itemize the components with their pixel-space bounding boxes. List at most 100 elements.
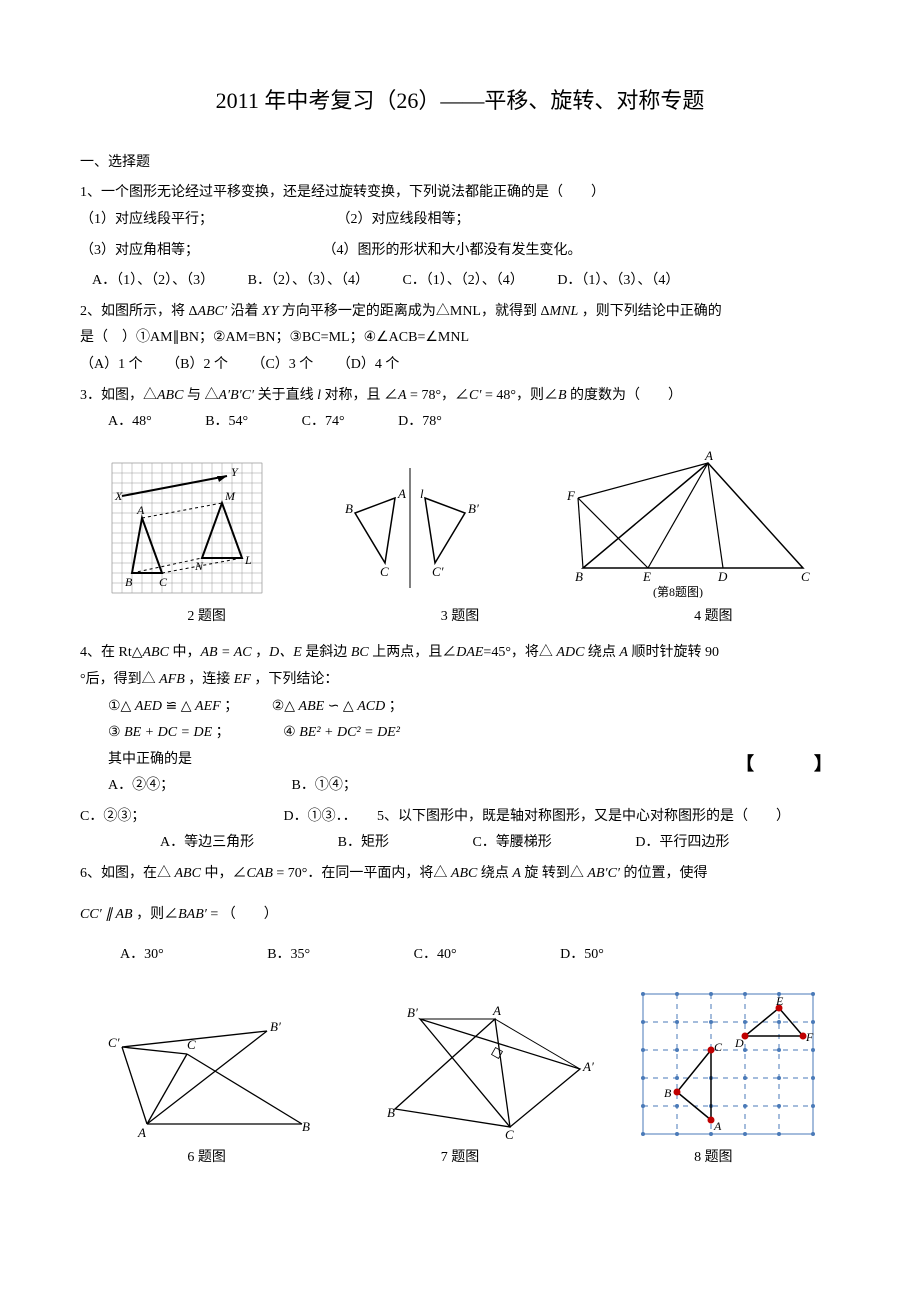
- caption-row-1: 2 题图 3 题图 4 题图: [80, 604, 840, 631]
- q6-opt-a: A．30°: [120, 942, 164, 969]
- q2-line2: 是（ ）①AM∥BN；②AM=BN；③BC=ML；④∠ACB=∠MNL: [80, 325, 840, 352]
- svg-text:C′: C′: [432, 564, 444, 579]
- q4-afb: AFB: [159, 672, 185, 687]
- q4-correct: 其中正确的是 【 】: [108, 747, 840, 774]
- q3-opt-b: B．54°: [205, 409, 248, 436]
- q5-stem: 5、以下图形中，既是轴对称图形，又是中心对称图形的是（ ）: [377, 809, 790, 824]
- svg-text:L: L: [244, 553, 252, 567]
- svg-text:B: B: [575, 569, 583, 584]
- q6-l1e: 旋 转到△: [521, 866, 588, 881]
- q6-opt-d: D．50°: [560, 942, 604, 969]
- q6-apt: A: [512, 866, 521, 881]
- q3-s3: 关于直线: [254, 388, 317, 403]
- svg-text:C: C: [801, 569, 810, 584]
- q4-l2a: °后，得到△: [80, 672, 159, 687]
- question-3: 3．如图，△ABC 与 △A′B′C′ 关于直线 l 对称，且 ∠A = 78°…: [80, 383, 840, 436]
- question-2: 2、如图所示，将 ΔABC′ 沿着 XY 方向平移一定的距离成为△MNL，就得到…: [80, 299, 840, 379]
- q4-eq4: BE² + DC² = DE²: [299, 725, 400, 740]
- fig4-svg: A F B E D C (第8题图): [553, 448, 813, 598]
- q6-opt-b: B．35°: [267, 942, 310, 969]
- q4-l1c: ，: [252, 645, 270, 660]
- q4-l1f: =45°，将△: [483, 645, 556, 660]
- svg-text:D: D: [717, 569, 728, 584]
- q4-correct-text: 其中正确的是: [108, 752, 192, 767]
- q2-opt-d: （D）4 个: [337, 357, 400, 372]
- svg-text:X: X: [114, 489, 123, 503]
- q4-aef: AEF: [195, 699, 221, 714]
- fig3-svg: B A C B′ l C′: [320, 458, 500, 598]
- q6-abc2: ABC: [451, 866, 477, 881]
- svg-text:A: A: [136, 503, 145, 517]
- q3-stem: 3．如图，△ABC 与 △A′B′C′ 关于直线 l 对称，且 ∠A = 78°…: [80, 383, 840, 410]
- q4-s2a: ②△: [272, 699, 299, 714]
- cap8: 8 题图: [694, 1145, 733, 1172]
- q5-opt-a: A．等边三角形: [160, 830, 254, 857]
- q4-optcd-q5: C．②③； D．①③．． 5、以下图形中，既是轴对称图形，又是中心对称图形的是（…: [80, 804, 840, 831]
- svg-text:A: A: [492, 1003, 501, 1018]
- q4-opt-d: D．①③．．: [284, 804, 374, 831]
- q4-l1d: 是斜边: [302, 645, 351, 660]
- figures-row-1: (function(){ var svg = document.currentS…: [80, 448, 840, 598]
- q6-l1f: 的位置，使得: [620, 866, 708, 881]
- q4-bracket: 【 】: [736, 747, 840, 781]
- cap4: 4 题图: [694, 604, 733, 631]
- q5-options: A．等边三角形 B．矩形 C．等腰梯形 D．平行四边形: [160, 830, 840, 857]
- figures-row-2: A B C C′ B′ A B C B′ A′: [80, 989, 840, 1139]
- fig8-label: (第8题图): [653, 585, 703, 598]
- fig6-svg: A B C C′ B′: [102, 999, 322, 1139]
- svg-text:C: C: [187, 1037, 196, 1052]
- q6-opt-c: C．40°: [414, 942, 457, 969]
- caption-row-2: 6 题图 7 题图 8 题图: [80, 1145, 840, 1172]
- q6-l1b: 中，∠: [201, 866, 247, 881]
- q4-l1h: 顺时针旋转 90: [628, 645, 719, 660]
- q2-l1c: 方向平移一定的距离成为△MNL，就得到 Δ: [278, 304, 549, 319]
- svg-text:A: A: [137, 1125, 146, 1139]
- q3-s4: 对称，且 ∠: [321, 388, 398, 403]
- svg-text:B: B: [345, 501, 353, 516]
- figure-3: B A C B′ l C′: [320, 458, 500, 598]
- q6-l2b: ，则∠: [133, 907, 179, 922]
- svg-text:B′: B′: [270, 1019, 281, 1034]
- section-heading: 一、选择题: [80, 150, 840, 177]
- q2-opt-c: （C）3 个: [251, 357, 313, 372]
- svg-text:A: A: [713, 1119, 722, 1133]
- q4-l1b: 中，: [169, 645, 201, 660]
- q6-l2a: CC′ ∥ AB: [80, 907, 133, 922]
- q2-l1d: ，则下列结论中正确的: [578, 304, 722, 319]
- q6-l2c: = （ ）: [207, 907, 278, 922]
- q3-abc: ABC: [157, 388, 183, 403]
- fig7-svg: A B C B′ A′: [365, 999, 595, 1139]
- svg-text:A: A: [704, 448, 713, 463]
- svg-text:E: E: [642, 569, 651, 584]
- q5-opt-d: D．平行四边形: [635, 830, 729, 857]
- svg-text:B: B: [125, 575, 133, 589]
- q2-l1b: 沿着: [227, 304, 262, 319]
- q1-opt-b: B．（2）、（3）、（4）: [248, 268, 369, 295]
- q3-opt-c: C．74°: [302, 409, 345, 436]
- cap6: 6 题图: [187, 1145, 226, 1172]
- q2-l1a: 2、如图所示，将 Δ: [80, 304, 198, 319]
- q3-eq1: = 78°，∠: [407, 388, 470, 403]
- q3-s1: 3．如图，△: [80, 388, 157, 403]
- figure-8: A B C D E F: [638, 989, 818, 1139]
- q6-line2: CC′ ∥ AB ，则∠BAB′ = （ ）: [80, 902, 840, 929]
- svg-text:F: F: [566, 488, 576, 503]
- svg-text:E: E: [775, 994, 784, 1008]
- svg-text:C: C: [380, 564, 389, 579]
- q4-l2b: ，连接: [185, 672, 234, 687]
- q4-s1c: ；: [221, 699, 239, 714]
- q4-s1b: ≌ △: [162, 699, 195, 714]
- q6-l1a: 6、如图，在△: [80, 866, 175, 881]
- svg-text:F: F: [805, 1030, 814, 1044]
- q2-mnl: MNL: [550, 304, 579, 319]
- q4-adc: ADC: [556, 645, 584, 660]
- figure-4: A F B E D C (第8题图): [553, 448, 813, 598]
- q4-dae: DAE: [456, 645, 483, 660]
- q4-apt: A: [619, 645, 628, 660]
- page-title: 2011 年中考复习（26）——平移、旋转、对称专题: [80, 80, 840, 122]
- q1-sub2: （2）对应线段相等；: [337, 212, 470, 227]
- q4-opt-c: C．②③；: [80, 804, 280, 831]
- q3-B: B: [558, 388, 567, 403]
- q4-line1: 4、在 Rt△ABC 中，AB = AC ，D、E 是斜边 BC 上两点，且∠D…: [80, 640, 840, 667]
- q4-l1g: 绕点: [584, 645, 619, 660]
